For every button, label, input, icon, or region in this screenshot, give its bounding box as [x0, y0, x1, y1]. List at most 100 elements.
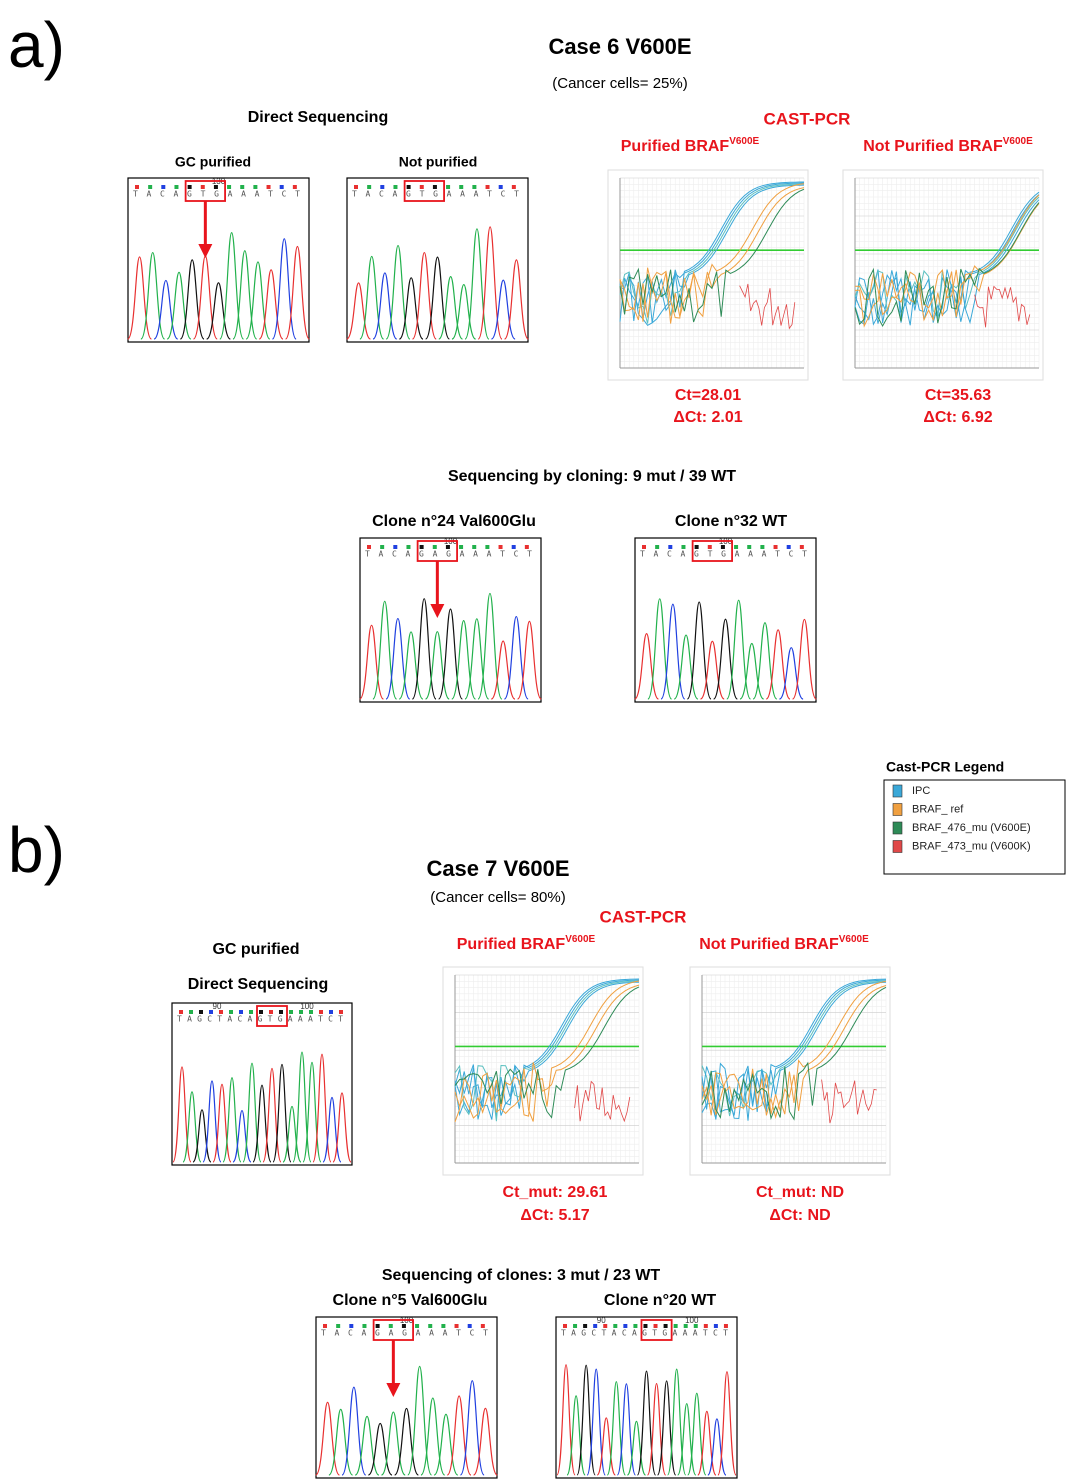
base-dot: [683, 1324, 688, 1328]
plot-title: Purified BRAFV600E: [457, 934, 596, 954]
peak: [686, 601, 712, 700]
codon-highlight: [640, 1319, 673, 1341]
peak: [153, 279, 179, 340]
panel-label: a): [8, 9, 65, 81]
base-dot: [279, 185, 284, 189]
amp-noise: [821, 1079, 877, 1124]
amp-curve: [619, 184, 805, 326]
legend-entry: BRAF_ ref: [912, 803, 964, 815]
legend-swatch: [892, 784, 903, 798]
peak: [792, 618, 817, 700]
base-dot: [485, 185, 490, 189]
amp-curve: [701, 986, 887, 1121]
amp-curve: [454, 986, 640, 1119]
plot-title-superscript: V600E: [565, 934, 595, 945]
peak: [398, 277, 424, 340]
base-dot: [329, 1010, 333, 1014]
peak: [517, 620, 542, 700]
base-dot: [401, 1324, 406, 1328]
legend-swatch: [892, 840, 903, 853]
peak: [451, 283, 477, 340]
peak: [372, 272, 398, 340]
base-dot: [253, 185, 258, 189]
legend-swatch: [892, 821, 903, 835]
trace-frame: [171, 1002, 353, 1166]
amp-noise: [974, 285, 1031, 328]
base-dot: [472, 545, 477, 549]
base-dot: [419, 545, 424, 549]
codon-highlight: [691, 540, 733, 562]
base-dot: [187, 185, 192, 189]
arrow-head: [430, 604, 445, 618]
amp-curve: [701, 981, 887, 1121]
base-dot: [269, 1010, 273, 1014]
base-dot: [309, 1010, 313, 1014]
amp-curve: [854, 196, 1040, 321]
base-dot: [713, 1324, 718, 1328]
ct-value: Ct_mut: 29.61: [503, 1184, 608, 1201]
base-dot: [480, 1324, 485, 1328]
plot-title-superscript: V600E: [1003, 136, 1033, 147]
trace-frame: [555, 1316, 738, 1479]
section-heading: Direct Sequencing: [188, 976, 328, 993]
base-dot: [459, 185, 464, 189]
ct-value: Ct=35.63: [925, 387, 991, 404]
section-heading: CAST-PCR: [600, 907, 687, 926]
base-dot: [472, 185, 477, 189]
trace-frame: [359, 537, 542, 703]
trace-frame: [127, 177, 310, 343]
amp-curve: [854, 199, 1040, 326]
base-dot: [723, 1324, 728, 1328]
base-dot: [498, 185, 503, 189]
trace-position: 90: [597, 1316, 606, 1325]
amp-curve: [454, 980, 640, 1119]
peak: [232, 1109, 252, 1163]
base-dot: [393, 185, 398, 189]
base-dot: [336, 1324, 341, 1328]
base-dot: [643, 1324, 648, 1328]
peak: [394, 1407, 419, 1476]
base-dot: [524, 545, 529, 549]
peak: [328, 1408, 354, 1476]
peak: [166, 271, 192, 340]
trace-title: GC purified: [175, 154, 251, 170]
base-dot: [603, 1324, 608, 1328]
amp-curve: [454, 984, 640, 1123]
base-dot: [467, 1324, 472, 1328]
peak: [717, 1371, 737, 1476]
base-dot: [623, 1324, 628, 1328]
peak: [285, 245, 310, 340]
base-dot: [219, 1010, 223, 1014]
base-dot: [454, 1324, 459, 1328]
amp-curve: [854, 203, 1040, 328]
peak: [626, 1420, 647, 1476]
peak: [179, 259, 205, 340]
base-calls: T A C A G T G A A A T C T: [640, 550, 807, 559]
base-dot: [135, 185, 139, 189]
base-dot: [681, 545, 686, 549]
base-dot: [428, 1324, 433, 1328]
plot-title-text: Not Purified BRAF: [699, 936, 839, 953]
base-dot: [747, 545, 752, 549]
base-dot: [485, 545, 490, 549]
base-dot: [299, 1010, 303, 1014]
base-dot: [441, 1324, 446, 1328]
base-dot: [249, 1010, 253, 1014]
base-dot: [393, 545, 398, 549]
base-dot: [213, 185, 218, 189]
trace-position: 100: [300, 1002, 314, 1011]
legend-frame: [883, 779, 1066, 875]
legend-title: Cast-PCR Legend: [886, 759, 1004, 775]
peak: [707, 1418, 727, 1476]
plot-title-text: Not Purified BRAF: [863, 138, 1003, 155]
peak: [473, 1407, 498, 1476]
peak: [424, 631, 450, 700]
amp-curve: [454, 981, 640, 1120]
base-dot: [511, 185, 516, 189]
base-dot: [498, 545, 503, 549]
peak: [380, 1411, 406, 1476]
peak: [446, 1395, 472, 1476]
base-dot: [703, 1324, 708, 1328]
trace-frame: [346, 177, 529, 343]
